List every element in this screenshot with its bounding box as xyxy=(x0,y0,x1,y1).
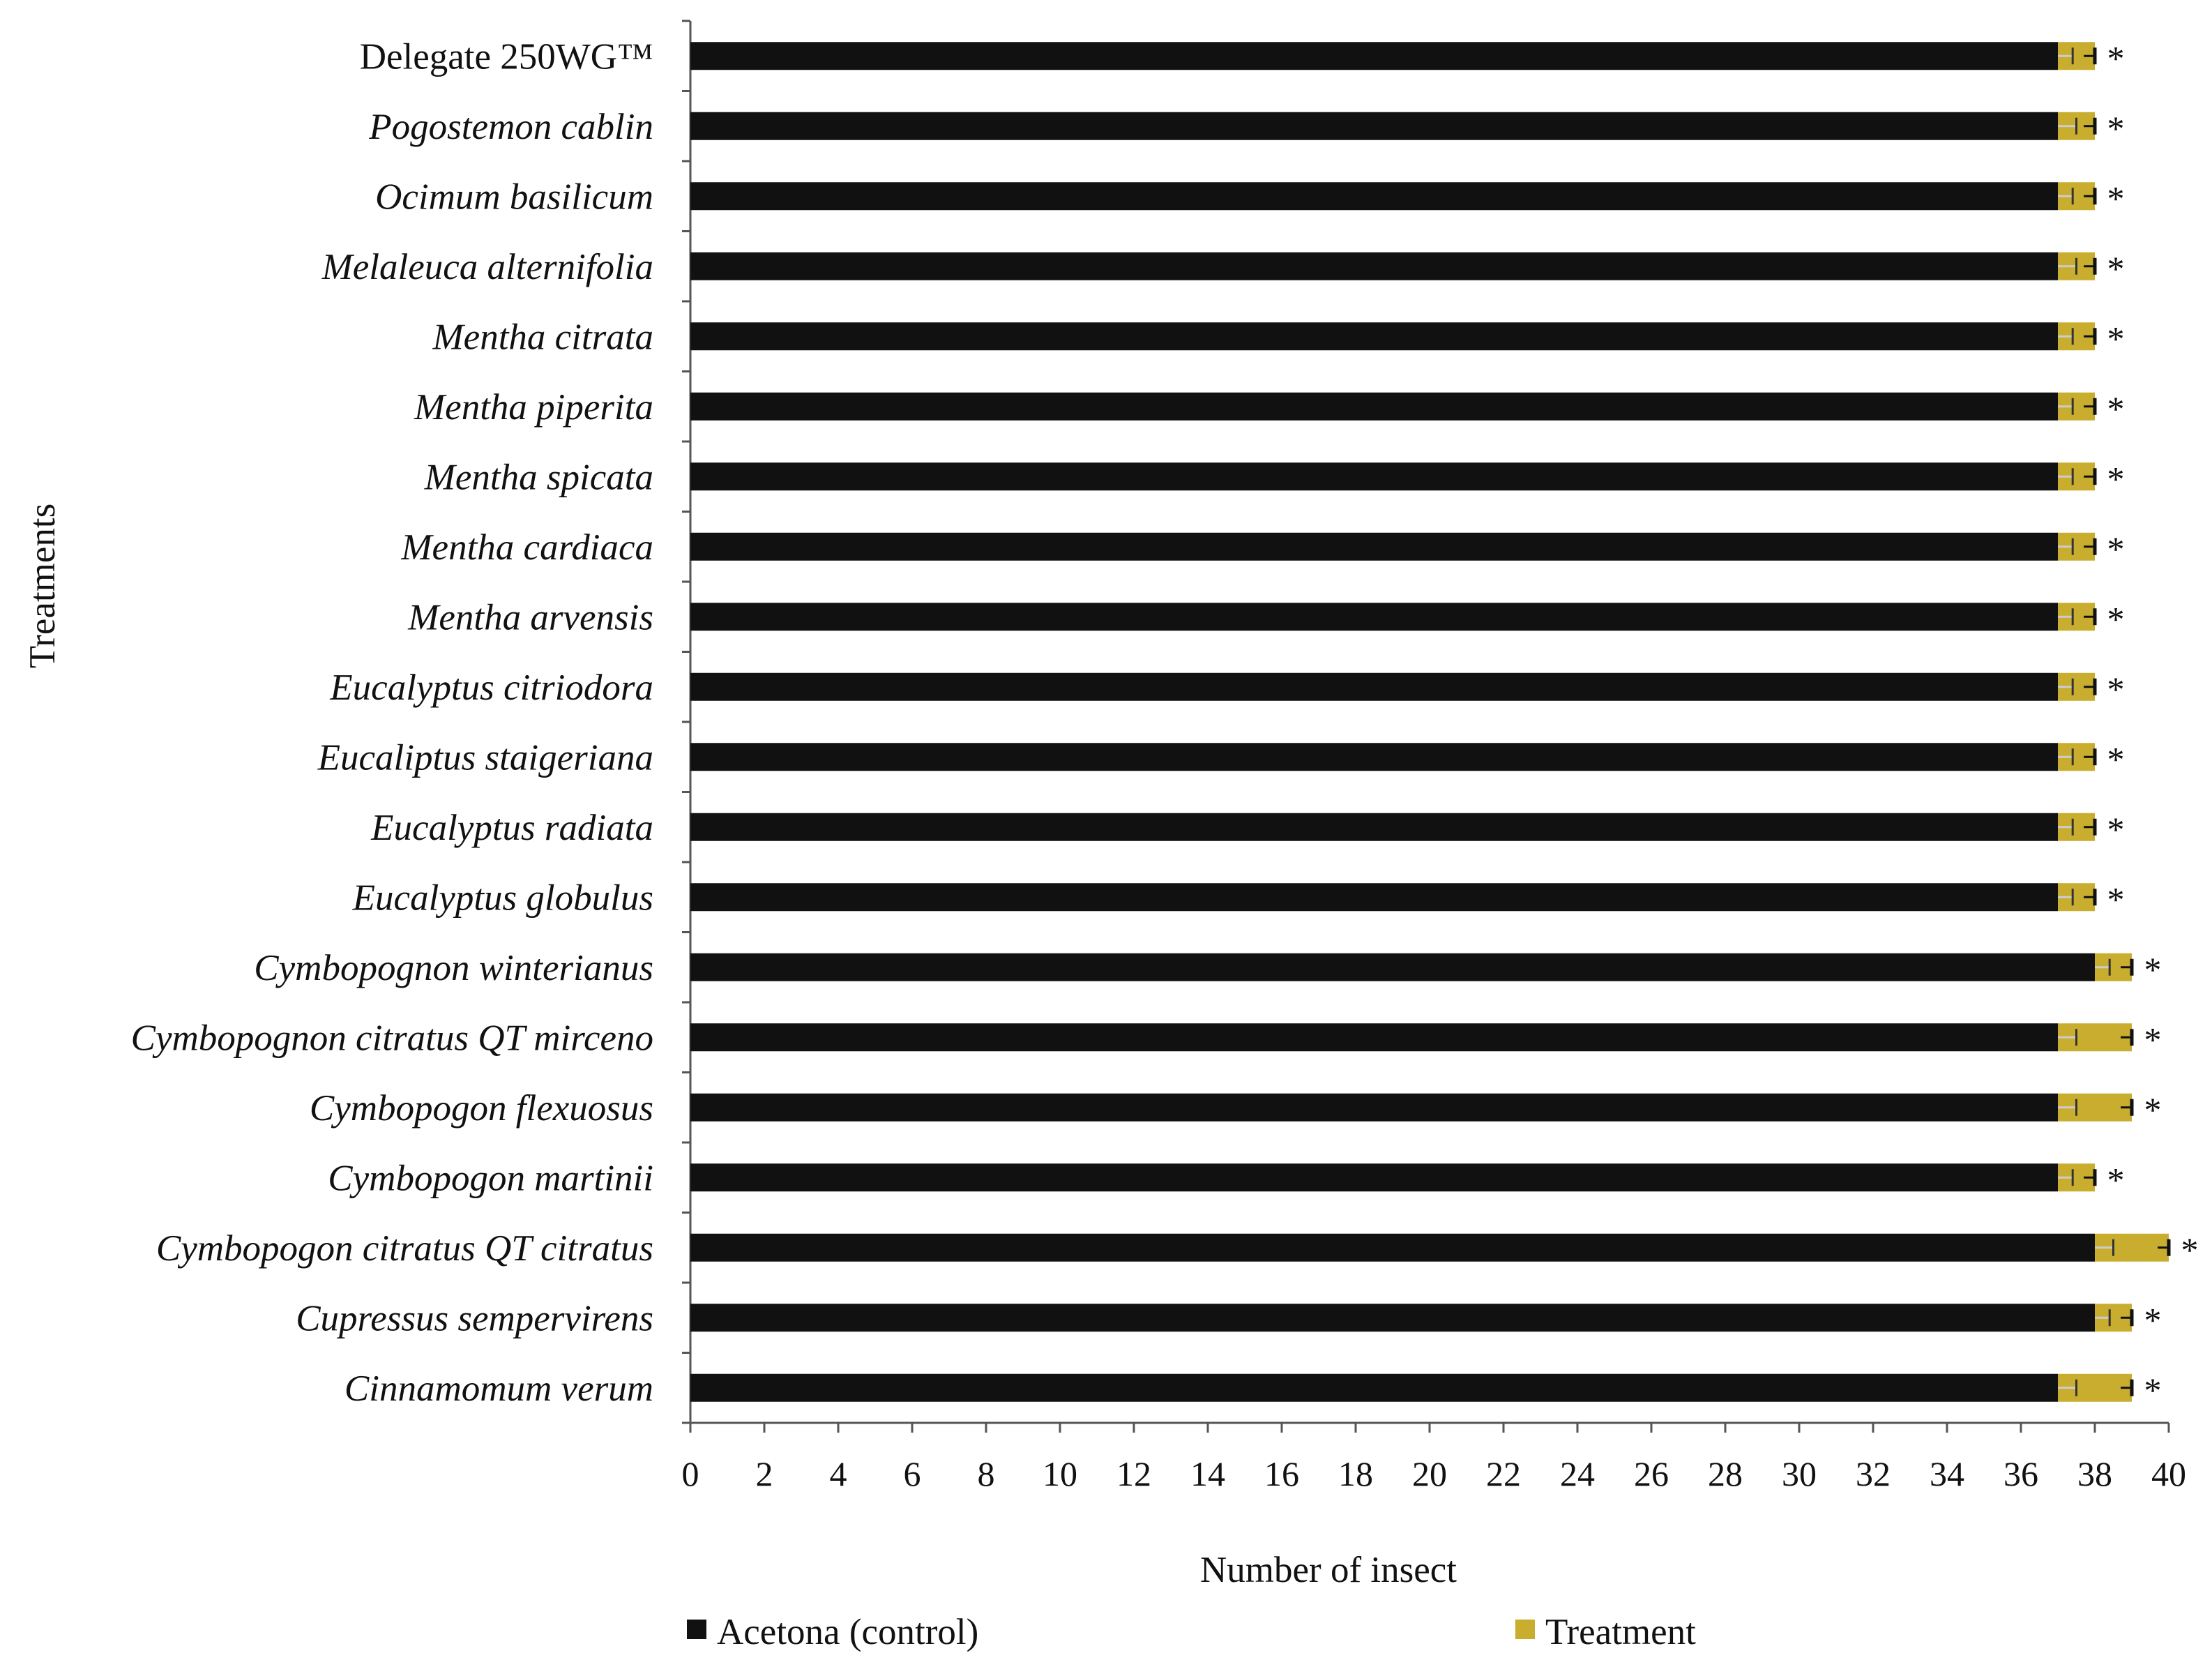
bar-control xyxy=(690,112,2058,140)
significance-star: * xyxy=(2181,1230,2199,1269)
x-tick-label: 2 xyxy=(756,1454,773,1493)
category-label: Cymbopogon martinii xyxy=(328,1158,653,1198)
x-tick-label: 38 xyxy=(2077,1454,2112,1493)
bar-control xyxy=(690,603,2058,631)
legend: Acetona (control) Treatment xyxy=(687,1612,1696,1652)
significance-star: * xyxy=(2107,179,2125,218)
bar-control xyxy=(690,532,2058,561)
x-tick-labels: 0 2 4 6 8 10 12 14 16 18 20 22 24 26 28 30 32 34 36 38 40 xyxy=(682,1454,2187,1493)
x-tick-label: 18 xyxy=(1338,1454,1373,1493)
bar-control xyxy=(690,672,2058,701)
bar-control xyxy=(690,252,2058,280)
legend-label-control: Acetona (control) xyxy=(717,1612,978,1652)
x-tick-label: 32 xyxy=(1856,1454,1891,1493)
plot-area: * * * * * * * * * * * * * * * * * * * * Delegate 250WG™ Pogo… xyxy=(131,20,2199,1493)
significance-markers: * * * * * * * * * * * * * * * * * * * * xyxy=(2107,38,2199,1410)
significance-star: * xyxy=(2107,670,2125,709)
bar-control xyxy=(690,462,2058,491)
x-tick-label: 4 xyxy=(830,1454,847,1493)
category-label: Melaleuca alternifolia xyxy=(321,247,653,287)
bar-control xyxy=(690,953,2095,981)
x-tick-label: 36 xyxy=(2003,1454,2038,1493)
error-bars xyxy=(2058,47,2171,1396)
x-tick-label: 14 xyxy=(1190,1454,1225,1493)
significance-star: * xyxy=(2107,810,2125,849)
category-label: Delegate 250WG™ xyxy=(360,36,653,77)
category-label: Eucalyptus globulus xyxy=(352,877,653,918)
category-label: Cymbopogon citratus QT citratus xyxy=(156,1228,653,1269)
significance-star: * xyxy=(2107,389,2125,428)
bar-control xyxy=(690,1304,2095,1332)
significance-star: * xyxy=(2144,1371,2162,1410)
x-tick-label: 30 xyxy=(1782,1454,1817,1493)
x-tick-label: 26 xyxy=(1634,1454,1669,1493)
significance-star: * xyxy=(2107,109,2125,148)
significance-star: * xyxy=(2107,319,2125,358)
category-label: Mentha cardiaca xyxy=(400,527,653,568)
x-tick-label: 8 xyxy=(978,1454,995,1493)
bar-control xyxy=(690,883,2058,912)
significance-star: * xyxy=(2107,1160,2125,1199)
significance-star: * xyxy=(2144,950,2162,989)
category-label: Mentha piperita xyxy=(414,387,653,428)
significance-star: * xyxy=(2107,599,2125,638)
x-axis-ticks xyxy=(689,1423,2170,1433)
bar-control xyxy=(690,322,2058,351)
category-label: Mentha spicata xyxy=(424,457,653,497)
bar-control xyxy=(690,743,2058,771)
significance-star: * xyxy=(2107,459,2125,498)
category-label: Cupressus sempervirens xyxy=(296,1298,653,1338)
significance-star: * xyxy=(2144,1090,2162,1129)
bars xyxy=(690,42,2169,1402)
x-tick-label: 28 xyxy=(1708,1454,1743,1493)
category-labels: Delegate 250WG™ Pogostemon cablin Ocimum b… xyxy=(131,36,653,1409)
bar-control xyxy=(690,1023,2058,1052)
category-label: Eucalyptus citriodora xyxy=(329,667,653,708)
y-axis-ticks xyxy=(682,20,690,1424)
significance-star: * xyxy=(2144,1020,2162,1059)
bar-control xyxy=(690,1163,2058,1192)
x-axis-title: Number of insect xyxy=(1200,1550,1457,1590)
category-label: Mentha arvensis xyxy=(407,597,653,637)
significance-star: * xyxy=(2107,529,2125,568)
x-tick-label: 20 xyxy=(1412,1454,1447,1493)
legend-swatch-control xyxy=(687,1620,706,1639)
category-label: Cymbopogon flexuosus xyxy=(310,1088,653,1129)
bar-control xyxy=(690,813,2058,841)
significance-star: * xyxy=(2107,880,2125,919)
bar-control xyxy=(690,1093,2058,1122)
legend-swatch-treatment xyxy=(1515,1620,1535,1639)
bar-control xyxy=(690,392,2058,421)
bar-control xyxy=(690,1233,2095,1262)
significance-star: * xyxy=(2107,38,2125,77)
category-label: Ocimum basilicum xyxy=(375,176,653,217)
x-tick-label: 10 xyxy=(1043,1454,1077,1493)
category-label: Cymbopognon winterianus xyxy=(254,948,653,988)
category-label: Cinnamomum verum xyxy=(344,1368,653,1409)
category-label: Pogostemon cablin xyxy=(368,107,653,147)
bar-control xyxy=(690,42,2058,70)
significance-star: * xyxy=(2107,249,2125,288)
significance-star: * xyxy=(2107,739,2125,778)
bar-control xyxy=(690,1373,2058,1402)
x-tick-label: 40 xyxy=(2151,1454,2186,1493)
x-tick-label: 0 xyxy=(682,1454,699,1493)
x-tick-label: 22 xyxy=(1486,1454,1521,1493)
x-tick-label: 12 xyxy=(1116,1454,1151,1493)
category-label: Mentha citrata xyxy=(432,317,653,357)
x-tick-label: 34 xyxy=(1930,1454,1964,1493)
legend-label-treatment: Treatment xyxy=(1545,1612,1696,1652)
bar-control xyxy=(690,182,2058,211)
category-label: Cymbopognon citratus QT mirceno xyxy=(131,1018,653,1058)
x-tick-label: 16 xyxy=(1264,1454,1299,1493)
y-axis-title: Treatments xyxy=(22,504,63,669)
category-label: Eucalyptus radiata xyxy=(370,808,653,848)
significance-star: * xyxy=(2144,1300,2162,1339)
x-tick-label: 24 xyxy=(1560,1454,1595,1493)
category-label: Eucaliptus staigeriana xyxy=(317,737,653,778)
x-tick-label: 6 xyxy=(904,1454,921,1493)
